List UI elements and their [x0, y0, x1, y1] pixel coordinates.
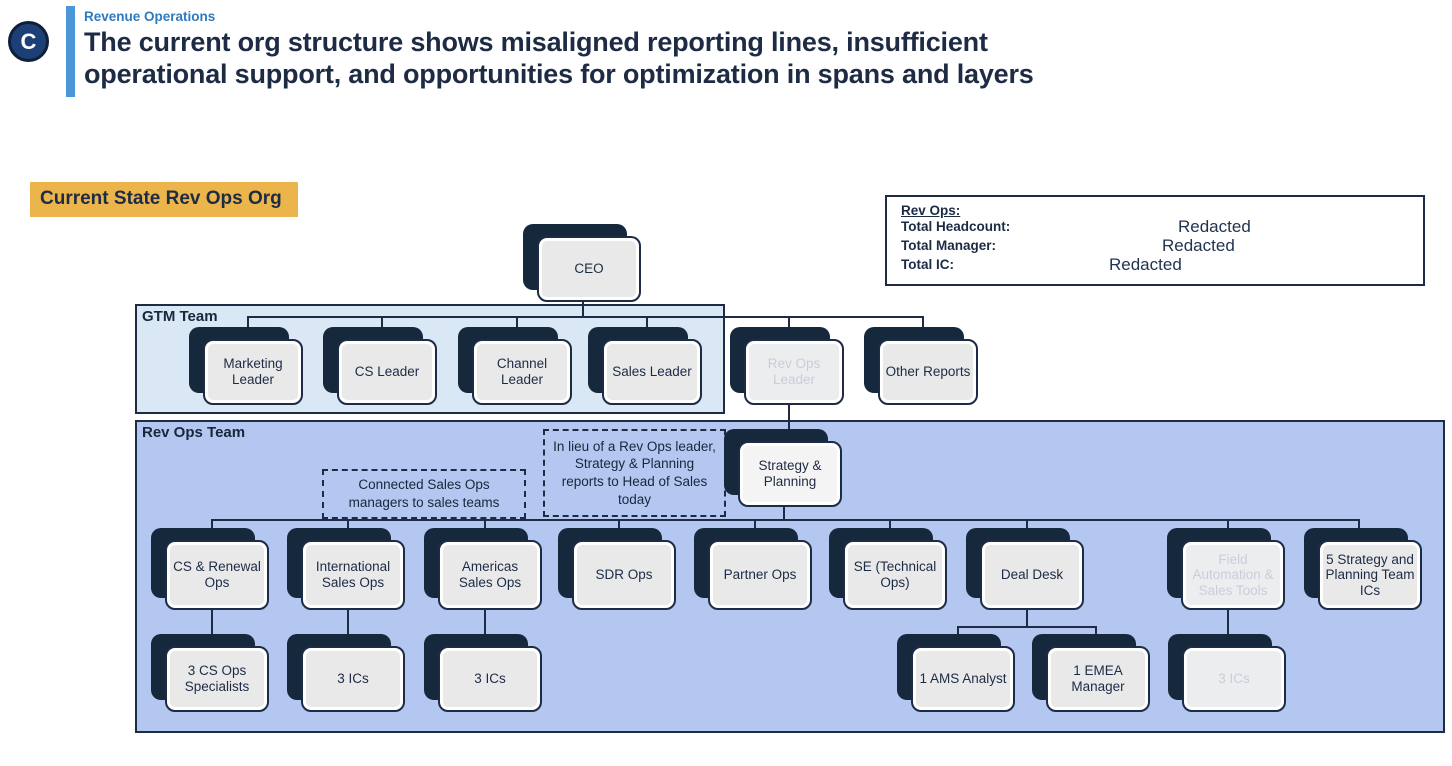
- stats-label: Total Headcount:: [901, 219, 1011, 234]
- node-card: Partner Ops: [708, 540, 812, 610]
- slide-title-line2: operational support, and opportunities f…: [84, 59, 1034, 89]
- slide-title-line1: The current org structure shows misalign…: [84, 27, 988, 57]
- rev-ops-team-band-label: Rev Ops Team: [142, 424, 246, 441]
- slide-title: The current org structure shows misalign…: [84, 26, 1384, 90]
- company-logo-badge: C: [8, 21, 49, 62]
- badge-letter: C: [20, 28, 37, 54]
- header-accent-bar: [66, 6, 75, 97]
- org-node-field-automation-sales-tools: Field Automation & Sales Tools: [1167, 528, 1285, 610]
- org-node-field-automation-ics: 3 ICs: [1168, 634, 1286, 712]
- annotation-in-lieu-of-revops-leader: In lieu of a Rev Ops leader, Strategy & …: [543, 429, 726, 517]
- stats-title: Rev Ops:: [901, 203, 961, 218]
- org-node-deal-desk: Deal Desk: [966, 528, 1084, 610]
- connector-field-automation-child: [1227, 610, 1229, 646]
- stats-value-redacted: Redacted: [1109, 255, 1182, 274]
- org-node-strategy-planning: Strategy & Planning: [724, 429, 842, 507]
- node-card: Field Automation & Sales Tools: [1181, 540, 1285, 610]
- node-card: Other Reports: [878, 339, 978, 405]
- org-node-americas-ics: 3 ICs: [424, 634, 542, 712]
- org-node-international-sales-ops: International Sales Ops: [287, 528, 405, 610]
- stats-row-ic: Total IC: Redacted: [901, 255, 1409, 276]
- node-card: 1 EMEA Manager: [1046, 646, 1150, 712]
- node-card: SE (Technical Ops): [843, 540, 947, 610]
- connector-deal-desk-bar: [957, 626, 1097, 628]
- node-card: Marketing Leader: [203, 339, 303, 405]
- stats-value-redacted: Redacted: [1178, 217, 1251, 236]
- connector-americas-child: [484, 610, 486, 646]
- node-card: 3 ICs: [438, 646, 542, 712]
- node-card: International Sales Ops: [301, 540, 405, 610]
- connector-strategy-drop: [783, 507, 785, 521]
- org-node-cs-ops-specialists: 3 CS Ops Specialists: [151, 634, 269, 712]
- node-card: 3 CS Ops Specialists: [165, 646, 269, 712]
- org-node-sdr-ops: SDR Ops: [558, 528, 676, 610]
- connector-cs-renewal-child: [211, 610, 213, 646]
- node-card: Americas Sales Ops: [438, 540, 542, 610]
- org-node-americas-sales-ops: Americas Sales Ops: [424, 528, 542, 610]
- org-node-se-technical-ops: SE (Technical Ops): [829, 528, 947, 610]
- node-card: Rev Ops Leader: [744, 339, 844, 405]
- connector-ceo-drop: [582, 302, 584, 318]
- org-node-emea-manager: 1 EMEA Manager: [1032, 634, 1150, 712]
- annotation-connected-sales-ops: Connected Sales Ops managers to sales te…: [322, 469, 526, 519]
- org-node-partner-ops: Partner Ops: [694, 528, 812, 610]
- node-card: 5 Strategy and Planning Team ICs: [1318, 540, 1422, 610]
- connector-intl-child: [347, 610, 349, 646]
- org-node-ams-analyst: 1 AMS Analyst: [897, 634, 1015, 712]
- node-card: 1 AMS Analyst: [911, 646, 1015, 712]
- gtm-team-band-label: GTM Team: [142, 308, 218, 325]
- stats-label: Total Manager:: [901, 238, 997, 253]
- org-node-intl-ics: 3 ICs: [287, 634, 405, 712]
- org-node-channel-leader: Channel Leader: [458, 327, 572, 405]
- org-node-ceo: CEO: [523, 224, 641, 302]
- stats-label: Total IC:: [901, 257, 954, 272]
- node-card: Sales Leader: [602, 339, 702, 405]
- section-label: Current State Rev Ops Org: [30, 182, 298, 217]
- node-card: CS Leader: [337, 339, 437, 405]
- node-card: Channel Leader: [472, 339, 572, 405]
- org-node-strategy-planning-team-ics: 5 Strategy and Planning Team ICs: [1304, 528, 1422, 610]
- node-card: Strategy & Planning: [738, 441, 842, 507]
- connector-deal-desk-stem: [1026, 610, 1028, 628]
- org-node-other-reports: Other Reports: [864, 327, 978, 405]
- stats-row-headcount: Total Headcount: Redacted: [901, 217, 1409, 238]
- stats-row-manager: Total Manager: Redacted: [901, 236, 1409, 257]
- node-card: 3 ICs: [301, 646, 405, 712]
- connector-gtm-bar: [247, 316, 924, 318]
- org-node-cs-renewal-ops: CS & Renewal Ops: [151, 528, 269, 610]
- org-node-rev-ops-leader: Rev Ops Leader: [730, 327, 844, 405]
- rev-ops-stats-box: Rev Ops: Total Headcount: Redacted Total…: [885, 195, 1425, 286]
- node-card: CEO: [537, 236, 641, 302]
- org-node-sales-leader: Sales Leader: [588, 327, 702, 405]
- stats-value-redacted: Redacted: [1162, 236, 1235, 255]
- org-node-cs-leader: CS Leader: [323, 327, 437, 405]
- org-node-marketing-leader: Marketing Leader: [189, 327, 303, 405]
- connector-ops-bar: [211, 519, 1360, 521]
- node-card: CS & Renewal Ops: [165, 540, 269, 610]
- node-card: 3 ICs: [1182, 646, 1286, 712]
- node-card: SDR Ops: [572, 540, 676, 610]
- node-card: Deal Desk: [980, 540, 1084, 610]
- connector-revops-to-strategy: [788, 405, 790, 441]
- header-eyebrow: Revenue Operations: [84, 9, 216, 24]
